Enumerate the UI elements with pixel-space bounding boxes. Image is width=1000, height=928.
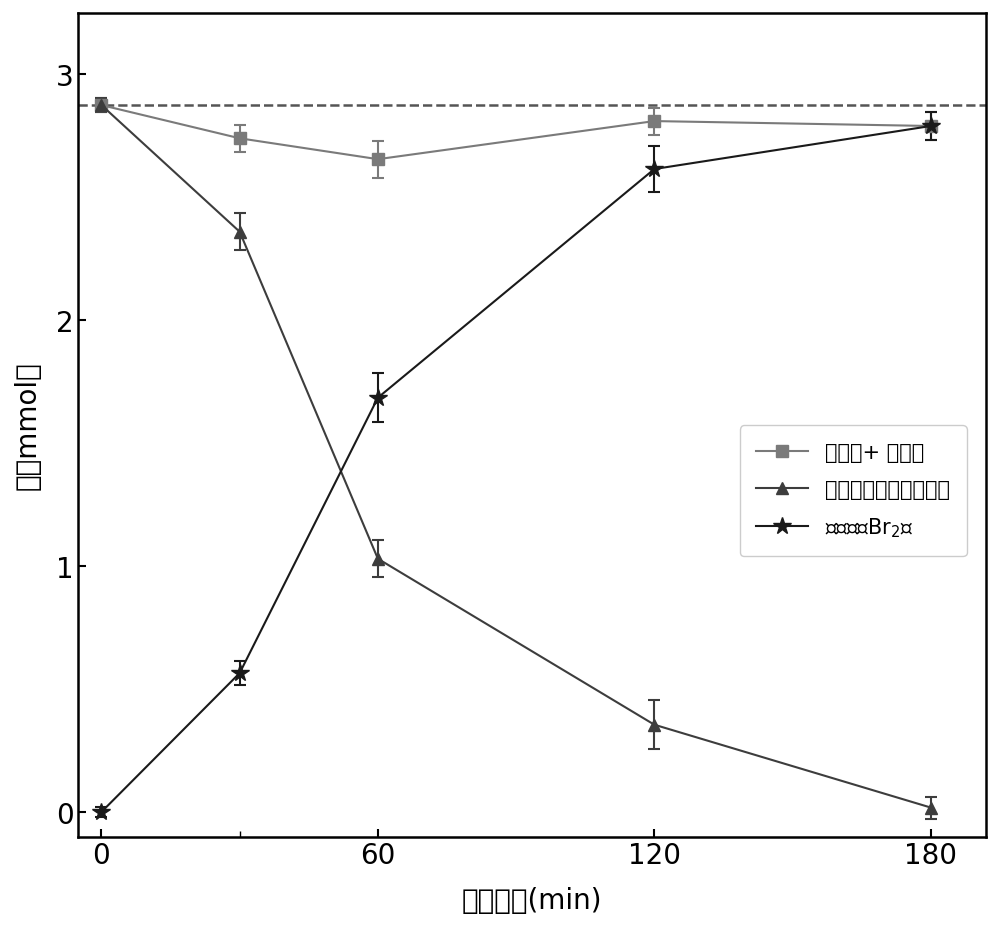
Y-axis label: 溅（mmol）: 溅（mmol） — [14, 361, 42, 490]
X-axis label: 球磨时间(min): 球磨时间(min) — [462, 886, 602, 914]
Legend: 无机溅+ 有机溅, 有机溅（十溅联苯醚）, 无机溅（Br$_2$）: 无机溅+ 有机溅, 有机溅（十溅联苯醚）, 无机溅（Br$_2$） — [740, 426, 967, 556]
